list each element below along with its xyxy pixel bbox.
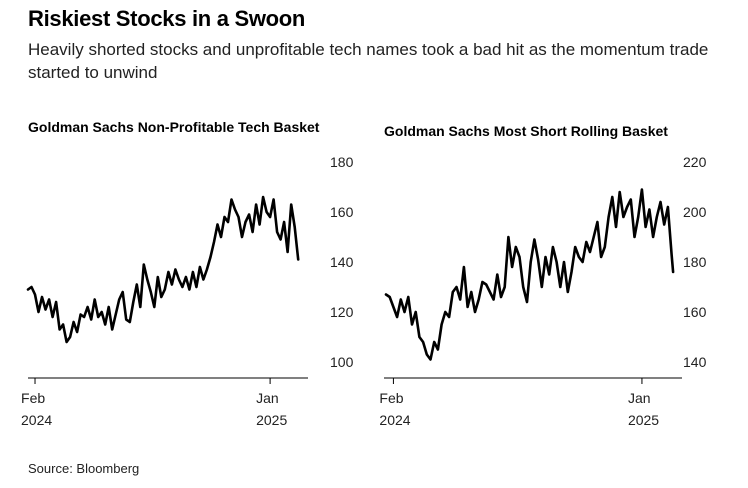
- series-line-1-1: [26, 195, 300, 344]
- chart-title: Riskiest Stocks in a Swoon: [28, 6, 306, 31]
- y-tick-label-1-2: 140: [330, 254, 354, 270]
- source-note: Source: Bloomberg: [28, 461, 140, 476]
- y-tick-label-2-1: 160: [683, 304, 707, 320]
- y-tick-label-1-4: 180: [330, 154, 354, 170]
- y-tick-label-2-0: 140: [683, 354, 707, 370]
- x-tick-label-2-0: Feb 2024: [379, 390, 410, 428]
- x-tick-label-1-0: Feb 2024: [21, 390, 52, 428]
- x-tick-label-1-1: Jan 2025: [256, 390, 287, 428]
- x-tick-label-2-1: Jan 2025: [628, 390, 659, 428]
- chart-subtitle: Heavily shorted stocks and unprofitable …: [28, 40, 709, 82]
- y-tick-label-2-4: 220: [683, 154, 707, 170]
- y-tick-label-1-3: 160: [330, 204, 354, 220]
- y-tick-label-2-2: 180: [683, 254, 707, 270]
- y-tick-label-2-3: 200: [683, 204, 707, 220]
- series-line-2-1: [384, 188, 675, 361]
- panel-title-non-profitable-tech: Goldman Sachs Non-Profitable Tech Basket: [28, 119, 320, 135]
- panel-title-most-short: Goldman Sachs Most Short Rolling Basket: [384, 123, 668, 139]
- y-tick-label-1-0: 100: [330, 354, 354, 370]
- y-tick-label-1-1: 120: [330, 304, 354, 320]
